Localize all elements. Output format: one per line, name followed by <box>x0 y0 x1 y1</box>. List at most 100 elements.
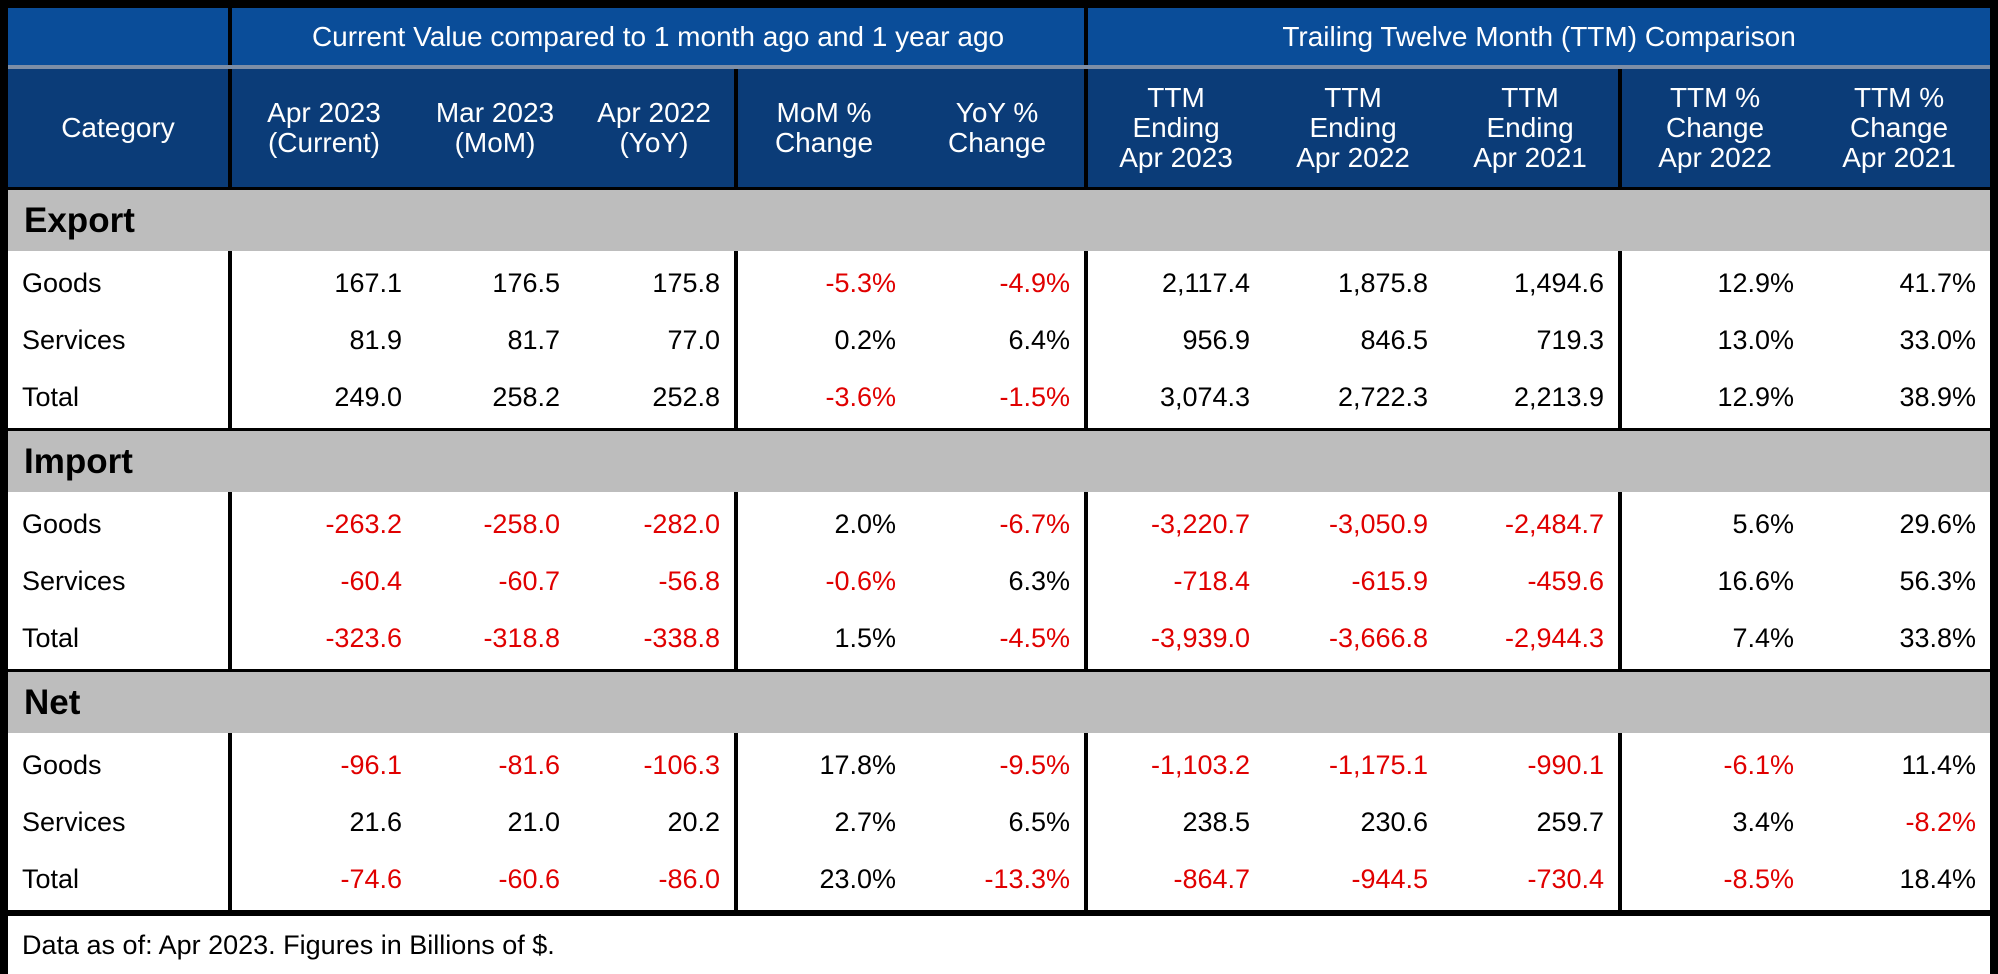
table-cell: 6.4% <box>910 312 1087 369</box>
table-cell: -8.2% <box>1808 794 1991 851</box>
table-cell: 33.8% <box>1808 610 1991 671</box>
table-cell: 238.5 <box>1084 794 1265 851</box>
table-cell: 175.8 <box>574 251 736 312</box>
table-cell: 81.9 <box>228 312 416 369</box>
col-header-ttm-apr-2022: TTM Ending Apr 2022 <box>1264 67 1443 189</box>
table-cell: 252.8 <box>574 369 736 430</box>
row-label: Goods <box>8 492 230 553</box>
table-cell: -258.0 <box>416 492 574 553</box>
table-row: Total -323.6 -318.8 -338.8 1.5% -4.5% -3,939.0… <box>8 610 1991 671</box>
table-cell: 230.6 <box>1264 794 1443 851</box>
row-label: Total <box>8 851 230 913</box>
column-header-row: Category Apr 2023 (Current) Mar 2023 (Mo… <box>8 67 1991 189</box>
table-body: Export Goods 167.1 176.5 175.8 -5.3% -4.9% 2,11… <box>8 187 1991 913</box>
table-cell: 3.4% <box>1618 794 1809 851</box>
section-title: Export <box>8 187 1991 251</box>
table-cell: -263.2 <box>228 492 416 553</box>
row-label: Services <box>8 794 230 851</box>
table-cell: 5.6% <box>1618 492 1809 553</box>
col-header-ttm-apr-2021: TTM Ending Apr 2021 <box>1442 67 1621 189</box>
table-cell: 956.9 <box>1084 312 1265 369</box>
table-cell: -3,939.0 <box>1084 610 1265 671</box>
section-row-import: Import <box>8 428 1991 492</box>
table-cell: 167.1 <box>228 251 416 312</box>
section-title: Net <box>8 669 1991 733</box>
col-header-apr-2023: Apr 2023 (Current) <box>228 67 416 189</box>
table-cell: -0.6% <box>734 553 910 610</box>
table-cell: 21.6 <box>228 794 416 851</box>
table-cell: -615.9 <box>1264 553 1443 610</box>
table-cell: -60.7 <box>416 553 574 610</box>
table-cell: 846.5 <box>1264 312 1443 369</box>
table-cell: 12.9% <box>1618 251 1809 312</box>
table-row: Total 249.0 258.2 252.8 -3.6% -1.5% 3,074.3 2,7… <box>8 369 1991 430</box>
table-cell: -9.5% <box>910 733 1087 794</box>
table-cell: -323.6 <box>228 610 416 671</box>
table-cell: 13.0% <box>1618 312 1809 369</box>
table-cell: 259.7 <box>1442 794 1621 851</box>
table-cell: 33.0% <box>1808 312 1991 369</box>
table-cell: -2,484.7 <box>1442 492 1621 553</box>
section-row-net: Net <box>8 669 1991 733</box>
table-cell: -1,103.2 <box>1084 733 1265 794</box>
table-cell: 3,074.3 <box>1084 369 1265 430</box>
table-cell: -459.6 <box>1442 553 1621 610</box>
col-header-ttm-change-2021: TTM % Change Apr 2021 <box>1808 67 1991 189</box>
row-label: Services <box>8 312 230 369</box>
table-cell: -5.3% <box>734 251 910 312</box>
table-cell: -3,220.7 <box>1084 492 1265 553</box>
group-header-current: Current Value compared to 1 month ago an… <box>227 8 1087 69</box>
group-header-ttm: Trailing Twelve Month (TTM) Comparison <box>1084 8 1991 69</box>
table-cell: -6.1% <box>1618 733 1809 794</box>
table-cell: -3,666.8 <box>1264 610 1443 671</box>
table-cell: 2.7% <box>734 794 910 851</box>
col-header-category: Category <box>8 67 230 189</box>
table-cell: -60.4 <box>228 553 416 610</box>
table-cell: -56.8 <box>574 553 736 610</box>
table-cell: -944.5 <box>1264 851 1443 913</box>
table-cell: 41.7% <box>1808 251 1991 312</box>
group-header-row: Current Value compared to 1 month ago an… <box>8 8 1991 69</box>
table-row: Services -60.4 -60.7 -56.8 -0.6% 6.3% -718.4 -6… <box>8 553 1991 610</box>
table-row: Services 21.6 21.0 20.2 2.7% 6.5% 238.5 230.6 25… <box>8 794 1991 851</box>
table-row: Services 81.9 81.7 77.0 0.2% 6.4% 956.9 846.5 71… <box>8 312 1991 369</box>
table-cell: -730.4 <box>1442 851 1621 913</box>
table-cell: -3,050.9 <box>1264 492 1443 553</box>
table-cell: -74.6 <box>228 851 416 913</box>
table-cell: 249.0 <box>228 369 416 430</box>
table-cell: 2.0% <box>734 492 910 553</box>
table-cell: 18.4% <box>1808 851 1991 913</box>
col-header-ttm-apr-2023: TTM Ending Apr 2023 <box>1084 67 1265 189</box>
col-header-ttm-change-2022: TTM % Change Apr 2022 <box>1618 67 1809 189</box>
table-cell: 16.6% <box>1618 553 1809 610</box>
table-cell: 21.0 <box>416 794 574 851</box>
table-row: Goods -263.2 -258.0 -282.0 2.0% -6.7% -3,220.7… <box>8 492 1991 553</box>
section-title: Import <box>8 428 1991 492</box>
col-header-mom-change: MoM % Change <box>734 67 910 189</box>
table-cell: -81.6 <box>416 733 574 794</box>
table-cell: 17.8% <box>734 733 910 794</box>
table-cell: 20.2 <box>574 794 736 851</box>
table-row: Total -74.6 -60.6 -86.0 23.0% -13.3% -864.7 -94… <box>8 851 1991 913</box>
table-cell: -1.5% <box>910 369 1087 430</box>
table-cell: -6.7% <box>910 492 1087 553</box>
table-cell: -60.6 <box>416 851 574 913</box>
table-cell: 1,494.6 <box>1442 251 1621 312</box>
table-cell: -990.1 <box>1442 733 1621 794</box>
table-cell: -318.8 <box>416 610 574 671</box>
table-cell: 2,117.4 <box>1084 251 1265 312</box>
row-label: Goods <box>8 251 230 312</box>
table-cell: 1.5% <box>734 610 910 671</box>
table-cell: 7.4% <box>1618 610 1809 671</box>
table-cell: -106.3 <box>574 733 736 794</box>
table-cell: 6.3% <box>910 553 1087 610</box>
table-row: Goods -96.1 -81.6 -106.3 17.8% -9.5% -1,103.2-… <box>8 733 1991 794</box>
table-cell: 719.3 <box>1442 312 1621 369</box>
group-header-blank <box>8 8 230 69</box>
table-cell: -1,175.1 <box>1264 733 1443 794</box>
table-cell: 176.5 <box>416 251 574 312</box>
table-cell: -3.6% <box>734 369 910 430</box>
table-cell: 12.9% <box>1618 369 1809 430</box>
table-cell: -282.0 <box>574 492 736 553</box>
